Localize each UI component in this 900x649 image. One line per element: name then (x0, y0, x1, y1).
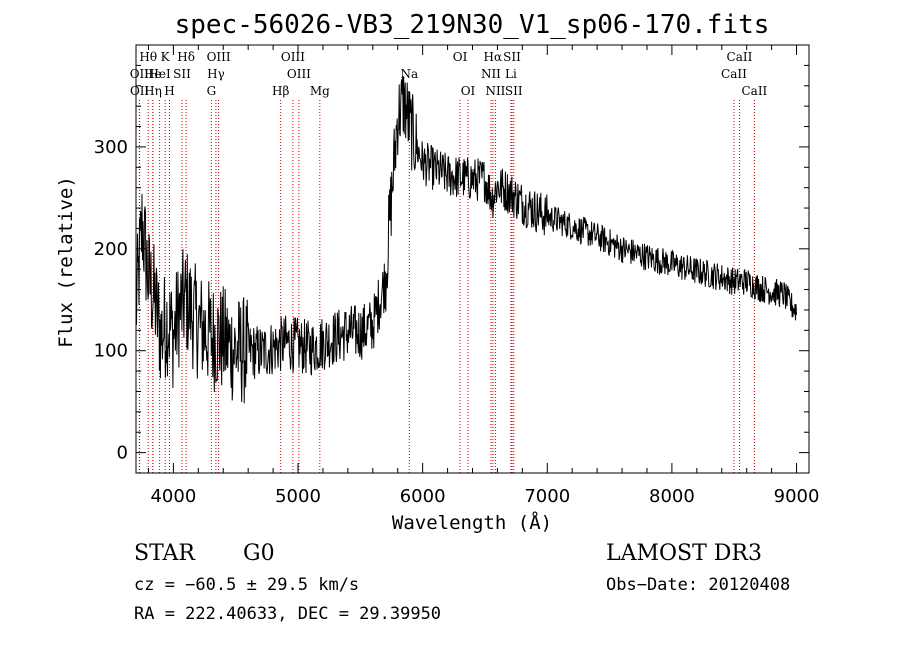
x-axis-title: Wavelength (Å) (392, 511, 552, 534)
coordinates-text: RA = 222.40633, DEC = 29.39950 (134, 604, 441, 624)
spectral-line-label: OI (453, 50, 468, 64)
y-tick-label: 0 (117, 443, 128, 464)
spectral-line-label: CaII (741, 84, 767, 98)
spectral-line-label: SII (503, 50, 521, 64)
y-tick-label: 200 (94, 239, 128, 260)
survey-label: LAMOST DR3 (606, 541, 762, 566)
spectral-line-label: CaII (721, 67, 747, 81)
spectral-line-label: K (161, 50, 171, 64)
spectral-line-label: OIII (287, 67, 311, 81)
spectral-line-label: SII (173, 67, 191, 81)
spectral-line-label: Hη (144, 84, 162, 98)
y-tick-label: 100 (94, 341, 128, 362)
y-tick-label: 300 (94, 137, 128, 158)
plot-area (135, 76, 797, 404)
spectral-line-label: CaII (727, 50, 753, 64)
spectrum-series-line (135, 76, 797, 404)
spectral-line-label: H (164, 84, 174, 98)
x-tick-label: 5000 (275, 486, 321, 507)
spectral-line-label: Li (505, 67, 517, 81)
object-class: STAR (134, 541, 196, 566)
spectral-line-label: Hβ (272, 84, 289, 98)
spectral-line-label: Hα (484, 50, 503, 64)
x-tick-label: 7000 (524, 486, 570, 507)
x-tick-label: 6000 (400, 486, 446, 507)
spectral-line-label: Hθ (139, 50, 157, 64)
axis-ticks: 4000 5000 6000 7000 8000 9000 0 100 200 300 (94, 45, 820, 507)
spectral-line-label: OIII (281, 50, 305, 64)
spectral-line-label: G (207, 84, 217, 98)
spectral-line-label: OI (461, 84, 476, 98)
spectral-line-label: OII (130, 67, 150, 81)
spectral-line-label: SII (505, 84, 523, 98)
spectral-line-label: NII (481, 67, 501, 81)
plot-frame (135, 44, 810, 474)
spectral-line-label: Na (400, 67, 418, 81)
spectral-line-label: OII (130, 84, 150, 98)
obs-date-text: Obs−Date: 20120408 (606, 575, 790, 595)
x-tick-label: 4000 (150, 486, 196, 507)
spectral-line-label: Hδ (177, 50, 195, 64)
chart-title: spec-56026-VB3_219N30_V1_sp06-170.fits (175, 10, 770, 40)
x-tick-label: 8000 (649, 486, 695, 507)
spectral-line-label: NII (485, 84, 505, 98)
x-tick-label: 9000 (774, 486, 820, 507)
spectral-line-label: HeI (148, 67, 171, 81)
spectral-line-label: Mg (310, 84, 330, 98)
spectral-line-label: OIII (207, 50, 231, 64)
y-axis-title: Flux (relative) (55, 176, 77, 348)
redshift-text: cz = −60.5 ± 29.5 km/s (134, 575, 359, 595)
spectral-line-label: Hγ (207, 67, 225, 81)
object-subclass: G0 (243, 541, 275, 566)
spectral-line-label: He (144, 67, 162, 81)
